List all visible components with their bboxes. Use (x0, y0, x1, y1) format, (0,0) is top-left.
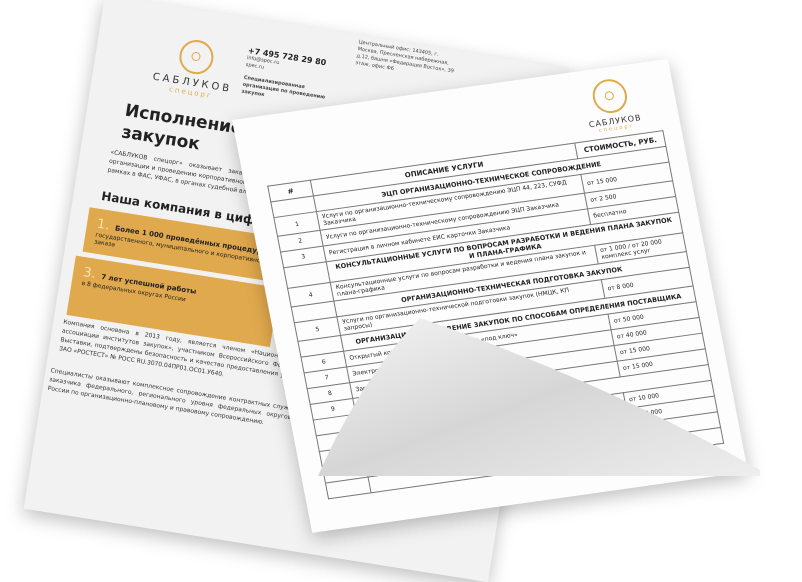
page-curl (318, 318, 760, 476)
curled-corner (318, 318, 760, 476)
